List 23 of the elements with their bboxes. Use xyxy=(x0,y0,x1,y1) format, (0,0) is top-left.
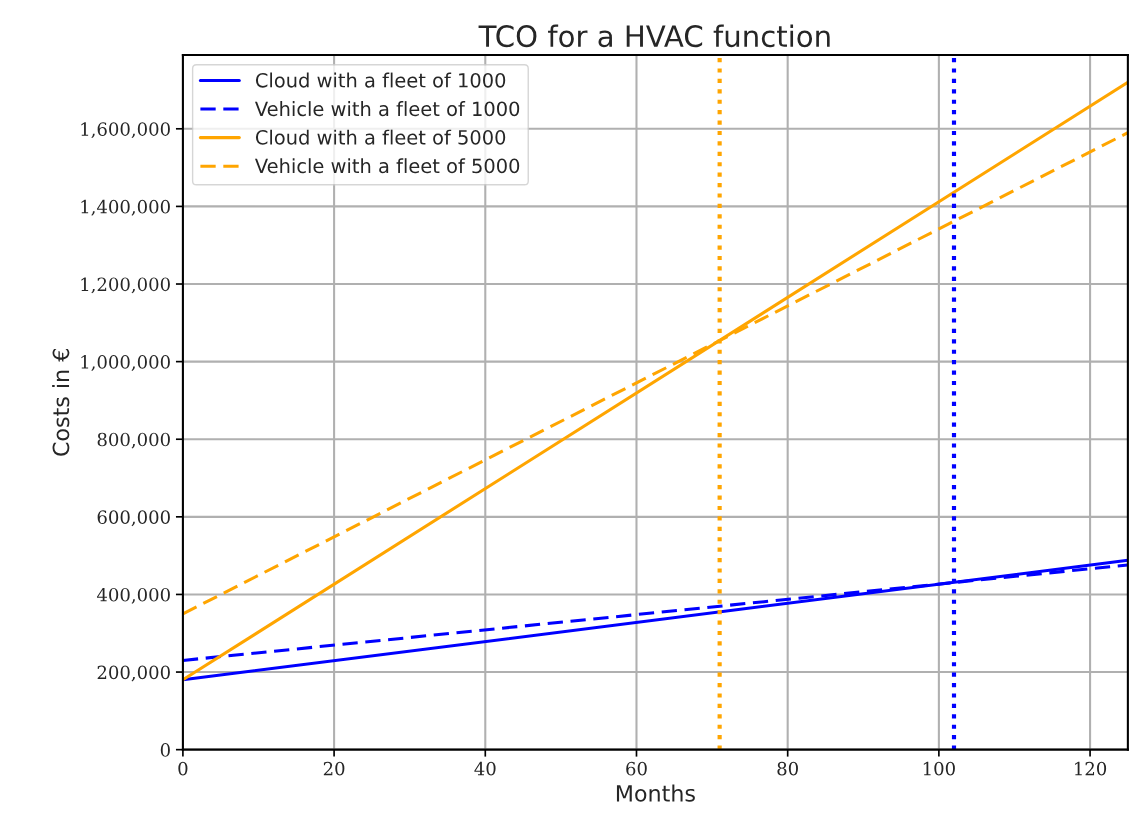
legend-label: Vehicle with a fleet of 5000 xyxy=(254,158,520,174)
x-axis-title: Months xyxy=(616,784,695,802)
legend-label: Cloud with a fleet of 1000 xyxy=(255,72,506,88)
y-axis-title: Costs in € xyxy=(52,349,70,456)
y-tick-label: 1,400,000 xyxy=(81,199,170,216)
x-tick-label: 100 xyxy=(923,761,955,776)
x-tick-label: 60 xyxy=(626,761,647,776)
y-tick-label: 400,000 xyxy=(96,587,170,604)
y-tick-label: 1,600,000 xyxy=(81,122,170,139)
y-tick-label: 1,200,000 xyxy=(81,277,170,294)
x-tick-label: 0 xyxy=(178,761,188,776)
legend-label: Cloud with a fleet of 5000 xyxy=(255,129,506,145)
x-tick-label: 20 xyxy=(323,761,345,776)
chart-title: TCO for a HVAC function xyxy=(478,24,830,48)
x-tick-label: 80 xyxy=(777,761,798,776)
x-tick-label: 40 xyxy=(474,761,496,776)
y-tick-label: 0 xyxy=(160,743,170,757)
y-tick-label: 600,000 xyxy=(97,510,170,527)
legend-label: Vehicle with a fleet of 1000 xyxy=(254,101,520,117)
y-tick-label: 800,000 xyxy=(97,432,170,449)
y-tick-label: 200,000 xyxy=(97,665,170,682)
y-tick-label: 1,000,000 xyxy=(81,355,170,371)
x-tick-label: 120 xyxy=(1075,761,1107,776)
